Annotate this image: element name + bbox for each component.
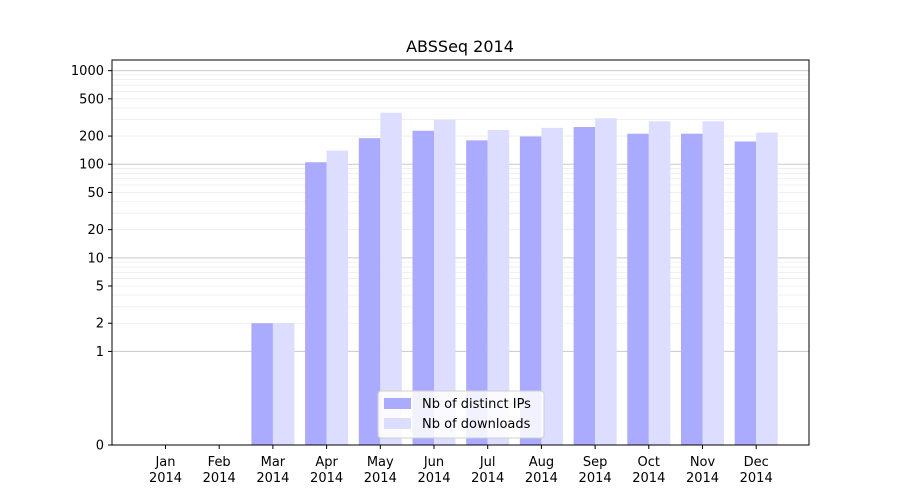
- bar-downloads: [702, 121, 724, 445]
- chart-title: ABSSeq 2014: [406, 37, 514, 56]
- x-tick-label-year: 2014: [471, 471, 504, 486]
- x-tick-label-year: 2014: [632, 471, 665, 486]
- legend-swatch: [384, 418, 411, 429]
- x-tick-label-year: 2014: [740, 471, 773, 486]
- x-tick-label-month: May: [367, 455, 394, 470]
- y-tick-label: 20: [87, 223, 104, 238]
- y-tick-label: 2: [96, 317, 104, 332]
- y-tick-label: 50: [87, 186, 104, 201]
- bar-downloads: [380, 112, 402, 445]
- bar-distinct-ips: [358, 138, 381, 446]
- x-tick-label-month: Aug: [529, 455, 554, 470]
- y-tick-label: 10: [87, 251, 104, 266]
- x-tick-label-month: Dec: [744, 455, 769, 470]
- legend-label: Nb of distinct IPs: [422, 397, 531, 412]
- x-tick-label-year: 2014: [256, 471, 289, 486]
- bar-downloads: [326, 150, 349, 445]
- x-tick-label-year: 2014: [149, 471, 182, 486]
- x-tick-label-month: Jul: [479, 455, 496, 470]
- y-tick-label: 200: [79, 130, 104, 145]
- legend: Nb of distinct IPs Nb of downloads: [377, 390, 545, 439]
- x-tick-label-year: 2014: [686, 471, 719, 486]
- y-tick-label: 0: [96, 439, 104, 454]
- bar-downloads: [648, 121, 671, 445]
- x-tick-label-year: 2014: [364, 471, 397, 486]
- bar-distinct-ips: [734, 141, 757, 445]
- bar-downloads: [595, 118, 617, 445]
- bar-distinct-ips: [305, 162, 327, 446]
- bar-downloads: [541, 127, 563, 445]
- y-tick-label: 1000: [71, 64, 104, 79]
- bar-distinct-ips: [251, 323, 273, 445]
- bar-distinct-ips: [681, 133, 703, 446]
- plot-frame: [111, 59, 810, 446]
- legend-swatch: [384, 398, 411, 409]
- x-tick-label-year: 2014: [203, 471, 236, 486]
- x-tick-label-month: Mar: [261, 455, 286, 470]
- bars: [251, 112, 778, 446]
- x-tick-label-month: Jun: [423, 455, 444, 470]
- x-tick-label-month: Jan: [154, 455, 175, 470]
- x-tick-label-month: Nov: [690, 455, 716, 470]
- legend-label: Nb of downloads: [422, 417, 531, 432]
- bar-distinct-ips: [627, 133, 649, 446]
- x-tick-label-month: Feb: [208, 455, 231, 470]
- x-tick-label-month: Apr: [315, 455, 338, 470]
- y-tick-label: 100: [79, 158, 104, 173]
- bar-downloads: [756, 132, 778, 445]
- bar-downloads: [434, 119, 456, 446]
- legend-box: [377, 390, 545, 439]
- y-axis: 0 1 2 5 10 20 50 100 200 500 1000: [71, 64, 112, 454]
- x-tick-label-month: Oct: [638, 455, 660, 470]
- y-tick-label: 500: [79, 92, 104, 107]
- x-tick-label-year: 2014: [417, 471, 450, 486]
- bar-distinct-ips: [519, 136, 542, 445]
- x-axis: Jan2014Feb2014Mar2014Apr2014May2014Jun20…: [149, 445, 773, 486]
- bar-distinct-ips: [466, 140, 488, 445]
- x-tick-label-month: Sep: [583, 455, 608, 470]
- bar-distinct-ips: [412, 130, 434, 445]
- y-tick-label: 5: [96, 280, 104, 295]
- bar-distinct-ips: [573, 127, 596, 445]
- x-tick-label-year: 2014: [310, 471, 343, 486]
- x-tick-label-year: 2014: [579, 471, 612, 486]
- bar-downloads: [487, 130, 510, 445]
- y-tick-label: 1: [96, 345, 104, 360]
- x-tick-label-year: 2014: [525, 471, 558, 486]
- bar-downloads: [272, 323, 295, 445]
